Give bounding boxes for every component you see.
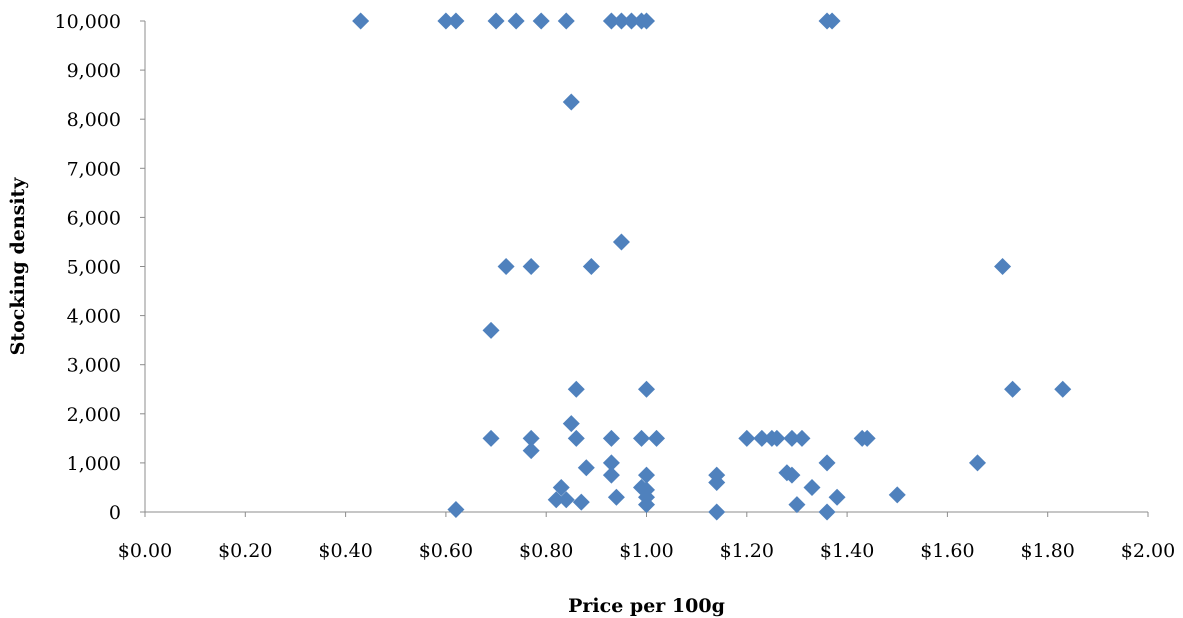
- y-tick-label: 8,000: [67, 109, 121, 131]
- data-point: [483, 322, 500, 339]
- data-point: [969, 454, 986, 471]
- data-point: [738, 430, 755, 447]
- data-point: [558, 13, 575, 30]
- data-point: [603, 430, 620, 447]
- y-tick-label: 2,000: [67, 404, 121, 426]
- x-tick-label: $1.60: [920, 540, 974, 562]
- x-tick-label: $0.80: [519, 540, 573, 562]
- y-tick-label: 0: [109, 502, 121, 524]
- x-tick-label: $0.20: [218, 540, 272, 562]
- y-tick-label: 9,000: [67, 60, 121, 82]
- data-point: [508, 13, 525, 30]
- data-point: [563, 94, 580, 111]
- data-point: [819, 454, 836, 471]
- y-tick-label: 3,000: [67, 355, 121, 377]
- data-point: [603, 467, 620, 484]
- data-points: [352, 13, 1071, 521]
- x-tick-label: $1.80: [1020, 540, 1074, 562]
- data-point: [563, 415, 580, 432]
- data-point: [608, 489, 625, 506]
- x-tick-label: $1.40: [820, 540, 874, 562]
- y-tick-label: 1,000: [67, 453, 121, 475]
- y-tick-label: 6,000: [67, 207, 121, 229]
- x-tick-label: $0.40: [318, 540, 372, 562]
- data-point: [793, 430, 810, 447]
- y-tick-label: 10,000: [55, 11, 121, 33]
- data-point: [633, 430, 650, 447]
- data-point: [523, 442, 540, 459]
- data-point: [447, 501, 464, 518]
- data-point: [483, 430, 500, 447]
- data-point: [533, 13, 550, 30]
- data-point: [498, 258, 515, 275]
- x-axis-title: Price per 100g: [568, 595, 725, 617]
- data-point: [994, 258, 1011, 275]
- data-point: [829, 489, 846, 506]
- x-tick-label: $0.00: [118, 540, 172, 562]
- data-point: [788, 496, 805, 513]
- x-tick-label: $1.20: [720, 540, 774, 562]
- x-tick-label: $0.60: [419, 540, 473, 562]
- data-point: [447, 13, 464, 30]
- data-point: [352, 13, 369, 30]
- y-tick-label: 4,000: [67, 306, 121, 328]
- data-point: [819, 504, 836, 521]
- data-point: [803, 479, 820, 496]
- data-point: [648, 430, 665, 447]
- data-point: [1054, 381, 1071, 398]
- x-tick-labels: $0.00 $0.20 $0.40 $0.60 $0.80 $1.00 $1.20 $1.40…: [118, 512, 1175, 562]
- y-tick-label: 5,000: [67, 257, 121, 279]
- data-point: [568, 381, 585, 398]
- data-point: [488, 13, 505, 30]
- y-axis-title: Stocking density: [7, 177, 29, 356]
- data-point: [708, 504, 725, 521]
- data-point: [583, 258, 600, 275]
- data-point: [638, 381, 655, 398]
- y-tick-labels: 0 1,000 2,000 3,000 4,000 5,000 6,000 7,000 8,00…: [55, 11, 145, 524]
- data-point: [1004, 381, 1021, 398]
- data-point: [523, 258, 540, 275]
- data-point: [613, 233, 630, 250]
- x-tick-label: $1.00: [619, 540, 673, 562]
- data-point: [568, 430, 585, 447]
- data-point: [573, 494, 590, 511]
- x-tick-label: $2.00: [1121, 540, 1175, 562]
- data-point: [889, 486, 906, 503]
- data-point: [578, 459, 595, 476]
- y-tick-label: 7,000: [67, 158, 121, 180]
